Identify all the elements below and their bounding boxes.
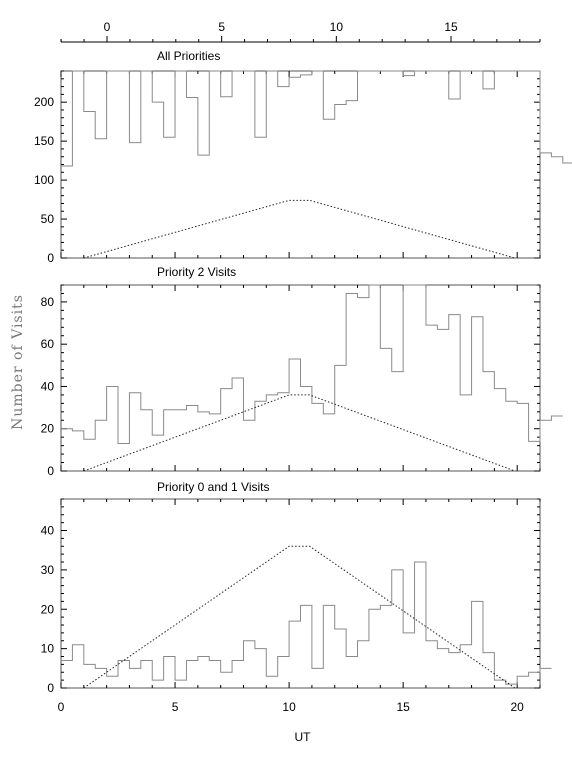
histogram-series bbox=[61, 284, 563, 445]
top-tick-label: 10 bbox=[330, 20, 344, 34]
y-tick-label: 100 bbox=[34, 173, 54, 187]
y-tick-label: 150 bbox=[34, 134, 54, 148]
top-tick-label: 5 bbox=[218, 20, 225, 34]
y-tick-label: 60 bbox=[41, 337, 55, 351]
y-tick-label: 80 bbox=[41, 295, 55, 309]
y-tick-label: 0 bbox=[47, 681, 54, 695]
y-tick-label: 0 bbox=[47, 251, 54, 265]
y-axis-label: Number of Visits bbox=[10, 294, 26, 430]
top-tick-label: 15 bbox=[444, 20, 458, 34]
panel-title: Priority 2 Visits bbox=[157, 265, 236, 279]
reference-curve bbox=[83, 394, 516, 472]
reference-curve bbox=[83, 199, 516, 259]
x-tick-label: 0 bbox=[58, 700, 65, 714]
top-axis: 0 5 10 15 bbox=[60, 20, 541, 43]
x-tick-label: 5 bbox=[172, 700, 179, 714]
y-tick-label: 50 bbox=[41, 212, 55, 226]
y-tick-label: 20 bbox=[41, 422, 55, 436]
plot-frame bbox=[60, 70, 541, 259]
y-tick-label: 40 bbox=[41, 524, 55, 538]
panel-priority-0-1: Priority 0 and 1 Visits 0 10 20 30 40 0 5 10 15 20… bbox=[41, 480, 552, 744]
top-tick-label: 0 bbox=[104, 20, 111, 34]
x-axis-label: UT bbox=[295, 730, 312, 744]
x-tick-label: 10 bbox=[282, 700, 296, 714]
y-tick-label: 10 bbox=[41, 642, 55, 656]
y-tick-label: 0 bbox=[47, 464, 54, 478]
panel-priority-2: Priority 2 Visits 0 20 40 60 80 bbox=[41, 265, 563, 478]
reference-curve bbox=[83, 545, 516, 689]
histogram-series bbox=[61, 70, 572, 167]
y-tick-label: 20 bbox=[41, 602, 55, 616]
y-tick-label: 40 bbox=[41, 379, 55, 393]
panel-title: Priority 0 and 1 Visits bbox=[157, 480, 270, 494]
panel-all-priorities: All Priorities 0 50 100 150 200 bbox=[34, 49, 572, 265]
y-tick-label: 30 bbox=[41, 563, 55, 577]
y-tick-label: 200 bbox=[34, 95, 54, 109]
plot-frame bbox=[60, 498, 541, 689]
histogram-series bbox=[61, 561, 552, 685]
x-tick-label: 15 bbox=[396, 700, 410, 714]
x-tick-label: 20 bbox=[511, 700, 525, 714]
panel-title: All Priorities bbox=[157, 49, 220, 63]
